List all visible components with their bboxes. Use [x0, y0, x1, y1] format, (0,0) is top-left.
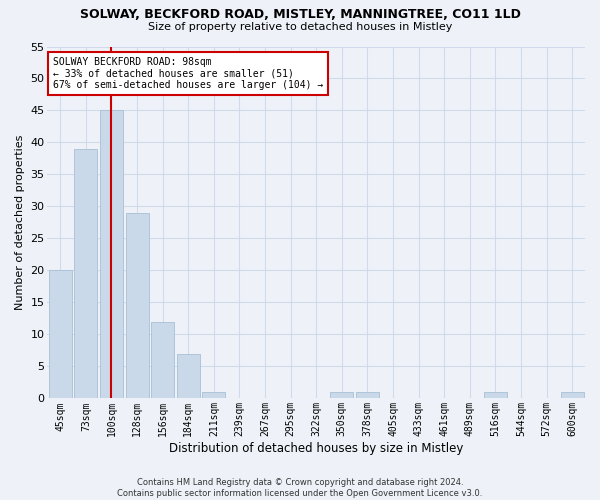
Text: Size of property relative to detached houses in Mistley: Size of property relative to detached ho…	[148, 22, 452, 32]
Bar	[331, 392, 353, 398]
Bar	[100, 110, 123, 399]
Bar	[484, 392, 507, 398]
Bar	[74, 149, 97, 398]
Bar	[560, 392, 584, 398]
Bar	[49, 270, 72, 398]
Text: Contains HM Land Registry data © Crown copyright and database right 2024.
Contai: Contains HM Land Registry data © Crown c…	[118, 478, 482, 498]
Bar	[151, 322, 174, 398]
Text: SOLWAY, BECKFORD ROAD, MISTLEY, MANNINGTREE, CO11 1LD: SOLWAY, BECKFORD ROAD, MISTLEY, MANNINGT…	[80, 8, 520, 20]
Text: SOLWAY BECKFORD ROAD: 98sqm
← 33% of detached houses are smaller (51)
67% of sem: SOLWAY BECKFORD ROAD: 98sqm ← 33% of det…	[53, 57, 323, 90]
Bar	[202, 392, 226, 398]
X-axis label: Distribution of detached houses by size in Mistley: Distribution of detached houses by size …	[169, 442, 463, 455]
Bar	[356, 392, 379, 398]
Bar	[177, 354, 200, 399]
Y-axis label: Number of detached properties: Number of detached properties	[15, 135, 25, 310]
Bar	[125, 213, 149, 398]
